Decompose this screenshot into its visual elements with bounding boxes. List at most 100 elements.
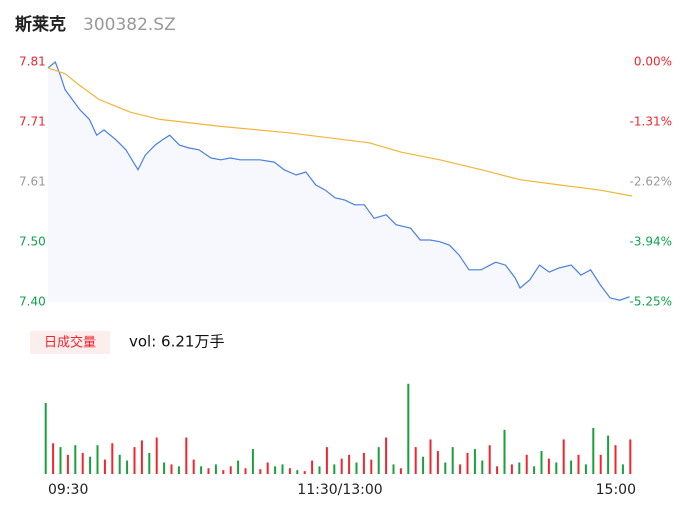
volume-bar: [192, 459, 195, 474]
volume-bar: [52, 443, 55, 474]
volume-bar: [392, 464, 395, 474]
y-tick-label: 7.50: [19, 235, 46, 249]
volume-bar: [607, 435, 610, 474]
volume-bar: [451, 447, 454, 474]
volume-bar: [274, 466, 277, 474]
volume-bar: [348, 454, 351, 474]
volume-bar: [118, 454, 121, 474]
volume-bar: [251, 449, 254, 474]
y-tick-label: 7.81: [19, 55, 46, 69]
y2-tick-label: -3.94%: [630, 235, 672, 249]
volume-bar: [222, 470, 225, 474]
volume-bar: [629, 439, 632, 474]
volume-bar: [237, 460, 240, 474]
volume-bar: [555, 462, 558, 474]
volume-bar: [296, 470, 299, 474]
volume-bar: [614, 445, 617, 474]
volume-label-bg: [30, 331, 110, 354]
volume-bar: [540, 450, 543, 474]
volume-bar: [510, 464, 513, 474]
volume-bar: [525, 454, 528, 474]
stock-code: 300382.SZ: [83, 15, 176, 35]
volume-bar: [355, 462, 358, 474]
volume-bar: [399, 468, 402, 474]
price-area: [48, 62, 630, 302]
volume-bar: [422, 456, 425, 474]
volume-bar: [244, 468, 247, 474]
y-tick-label: 7.61: [19, 175, 46, 189]
volume-bar: [599, 454, 602, 474]
volume-bar: [459, 464, 462, 474]
volume-bar: [311, 460, 314, 474]
volume-bar: [436, 450, 439, 474]
volume-bar: [570, 460, 573, 474]
volume-bar: [81, 452, 84, 474]
y2-tick-label: -2.62%: [630, 174, 672, 188]
volume-bar: [533, 466, 536, 474]
volume-bar: [229, 466, 232, 474]
volume-bar: [303, 471, 306, 474]
volume-bar: [503, 429, 506, 474]
y2-tick-label: -1.31%: [630, 114, 672, 128]
volume-bar: [370, 459, 373, 474]
volume-bar: [74, 445, 77, 474]
y2-tick-label: -5.25%: [630, 295, 672, 309]
volume-bar: [185, 437, 188, 474]
volume-bar: [407, 383, 410, 474]
volume-bar: [177, 466, 180, 474]
y2-tick-label: 0.00%: [634, 55, 672, 69]
volume-bar: [429, 439, 432, 474]
volume-bar: [111, 443, 114, 474]
volume-bar: [207, 468, 210, 474]
volume-bar: [488, 445, 491, 474]
volume-bar: [562, 439, 565, 474]
volume-bar: [89, 456, 92, 474]
price-line: [47, 61, 630, 301]
y-tick-label: 7.71: [19, 115, 46, 129]
y-tick-label: 7.40: [19, 295, 46, 309]
volume-bar: [414, 447, 417, 474]
volume-bar: [140, 440, 143, 474]
volume-bar: [266, 462, 269, 474]
volume-bar: [621, 464, 624, 474]
volume-bar: [584, 464, 587, 474]
volume-bar: [200, 466, 203, 474]
volume-bar: [126, 460, 129, 474]
volume-bar: [547, 458, 550, 474]
x-tick-label: 15:00: [596, 482, 636, 498]
volume-bar: [592, 427, 595, 474]
volume-summary: vol: 6.21万手: [129, 333, 224, 351]
x-tick-label: 11:30/13:00: [297, 482, 382, 498]
volume-bar: [318, 466, 321, 474]
volume-bar: [577, 454, 580, 474]
volume-bar: [377, 447, 380, 474]
volume-bar: [163, 462, 166, 474]
volume-bar: [281, 464, 284, 474]
x-tick-label: 09:30: [48, 482, 88, 498]
volume-bar: [518, 462, 521, 474]
volume-bar: [340, 458, 343, 474]
volume-bar: [481, 460, 484, 474]
average-line: [47, 67, 633, 197]
volume-bar: [96, 445, 99, 474]
volume-bar: [259, 469, 262, 474]
volume-bar: [362, 452, 365, 474]
volume-bar: [288, 468, 291, 474]
volume-label: 日成交量: [44, 335, 96, 351]
volume-bar: [66, 454, 69, 474]
volume-bar: [59, 447, 62, 474]
volume-bar: [444, 462, 447, 474]
volume-bar: [148, 452, 151, 474]
volume-bar: [44, 402, 47, 474]
volume-bar: [155, 437, 158, 474]
volume-bar: [385, 437, 388, 474]
volume-bar: [133, 447, 136, 474]
volume-bar: [473, 449, 476, 474]
volume-bar: [333, 464, 336, 474]
volume-bar: [466, 452, 469, 474]
volume-bar: [325, 447, 328, 474]
volume-bar: [214, 464, 217, 474]
stock-name: 斯莱克: [15, 14, 66, 35]
volume-bar: [170, 464, 173, 474]
